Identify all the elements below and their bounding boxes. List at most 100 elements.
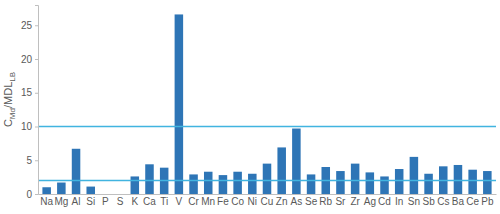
bar [410, 157, 419, 194]
x-tick-label: P [102, 196, 109, 207]
y-tick-label: 5 [26, 155, 32, 166]
bar [307, 174, 316, 194]
x-tick-label: Ba [452, 196, 465, 207]
bar [336, 171, 345, 194]
x-tick: Cr [188, 194, 199, 207]
x-tick: Ag [364, 194, 376, 207]
x-tick-label: Mg [54, 196, 68, 207]
x-tick-label: Fe [217, 196, 229, 207]
bar [248, 174, 257, 194]
x-tick-label: Al [72, 196, 81, 207]
x-tick: Sb [422, 194, 435, 207]
x-tick-label: V [176, 196, 183, 207]
x-tick: Sn [408, 194, 420, 207]
x-tick-label: In [395, 196, 403, 207]
x-tick-label: Se [305, 196, 318, 207]
x-tick-label: Cr [188, 196, 199, 207]
y-tick-mark [35, 59, 38, 60]
y-tick: 15 [21, 87, 38, 98]
x-tick: Pb [481, 194, 494, 207]
x-axis-line [39, 194, 497, 195]
y-tick-mark [35, 160, 38, 161]
y-tick: 5 [26, 155, 38, 166]
bar [277, 147, 286, 194]
y-tick-label: 10 [21, 121, 33, 132]
x-tick-label: Cd [378, 196, 391, 207]
bar [131, 176, 140, 194]
y-tick: 0 [26, 189, 38, 200]
bar [483, 171, 492, 194]
y-axis: 0 5 10 15 20 25 [21, 6, 39, 200]
x-tick: V [176, 194, 183, 207]
x-tick-label: Cu [261, 196, 274, 207]
y-tick-mark [35, 93, 38, 94]
y-tick: 10 [21, 121, 38, 132]
x-tick: Ni [248, 194, 257, 207]
bar [395, 169, 404, 194]
y-axis-title: CMd/MDLLB [2, 72, 17, 127]
bar [57, 183, 66, 194]
bar [233, 172, 242, 194]
x-tick-label: Si [86, 196, 95, 207]
bar [116, 194, 125, 195]
x-tick: Cu [261, 194, 274, 207]
x-tick: Se [305, 194, 318, 207]
y-tick-mark [35, 25, 38, 26]
y-tick-label: 25 [21, 20, 33, 31]
y-tick-label: 20 [21, 54, 33, 65]
x-tick-label: Zn [276, 196, 288, 207]
reference-line [38, 180, 496, 182]
x-tick: Ca [143, 194, 156, 207]
y-axis-line [35, 6, 39, 195]
bar [189, 174, 198, 194]
bar [468, 170, 477, 194]
reference-line [38, 126, 496, 128]
x-tick-label: Ce [466, 196, 479, 207]
bar [86, 187, 95, 194]
x-tick-label: Sn [408, 196, 420, 207]
bar [175, 14, 184, 194]
y-tick-mark [35, 194, 38, 195]
bar [101, 194, 110, 195]
x-tick-label: Ni [248, 196, 257, 207]
x-tick: Ti [160, 194, 168, 207]
bar [424, 174, 433, 194]
x-tick-label: Co [231, 196, 244, 207]
x-tick: Co [231, 194, 244, 207]
x-tick: K [131, 194, 138, 207]
y-axis-title-sub: LB [8, 72, 17, 82]
y-axis-title-sub: Md [8, 108, 17, 119]
x-tick: Mn [201, 194, 215, 207]
x-tick-label: Zr [350, 196, 360, 207]
y-tick-label: 15 [21, 87, 33, 98]
x-tick-label: Mn [201, 196, 215, 207]
x-tick-label: Sr [335, 196, 346, 207]
x-tick: Zr [350, 194, 360, 207]
x-tick: As [291, 194, 303, 207]
y-tick: 20 [21, 54, 38, 65]
x-tick: Sr [335, 194, 346, 207]
y-tick-label: 0 [26, 189, 32, 200]
x-tick: S [117, 194, 124, 207]
bar [145, 164, 154, 194]
bar [366, 172, 375, 194]
x-tick: Mg [54, 194, 68, 207]
bar [204, 172, 213, 194]
x-tick-label: Ag [364, 196, 376, 207]
x-tick-label: Cs [437, 196, 449, 207]
x-tick-label: S [117, 196, 124, 207]
x-axis: NaMg Al Si PSK Ca Ti V CrMnFeCo Ni CuZnAsSeRbSr Zr… [39, 194, 497, 207]
x-tick: Na [40, 194, 53, 207]
bar [42, 187, 51, 194]
x-tick: Cd [378, 194, 391, 207]
x-tick-label: Sb [422, 196, 435, 207]
x-tick: Al [72, 194, 81, 207]
y-tick: 25 [21, 20, 38, 31]
bar [454, 165, 463, 194]
bar [219, 175, 228, 194]
x-tick: Fe [217, 194, 229, 207]
bar [72, 149, 81, 194]
x-tick: Ba [452, 194, 465, 207]
x-tick-label: Rb [319, 196, 332, 207]
x-tick: Zn [276, 194, 288, 207]
